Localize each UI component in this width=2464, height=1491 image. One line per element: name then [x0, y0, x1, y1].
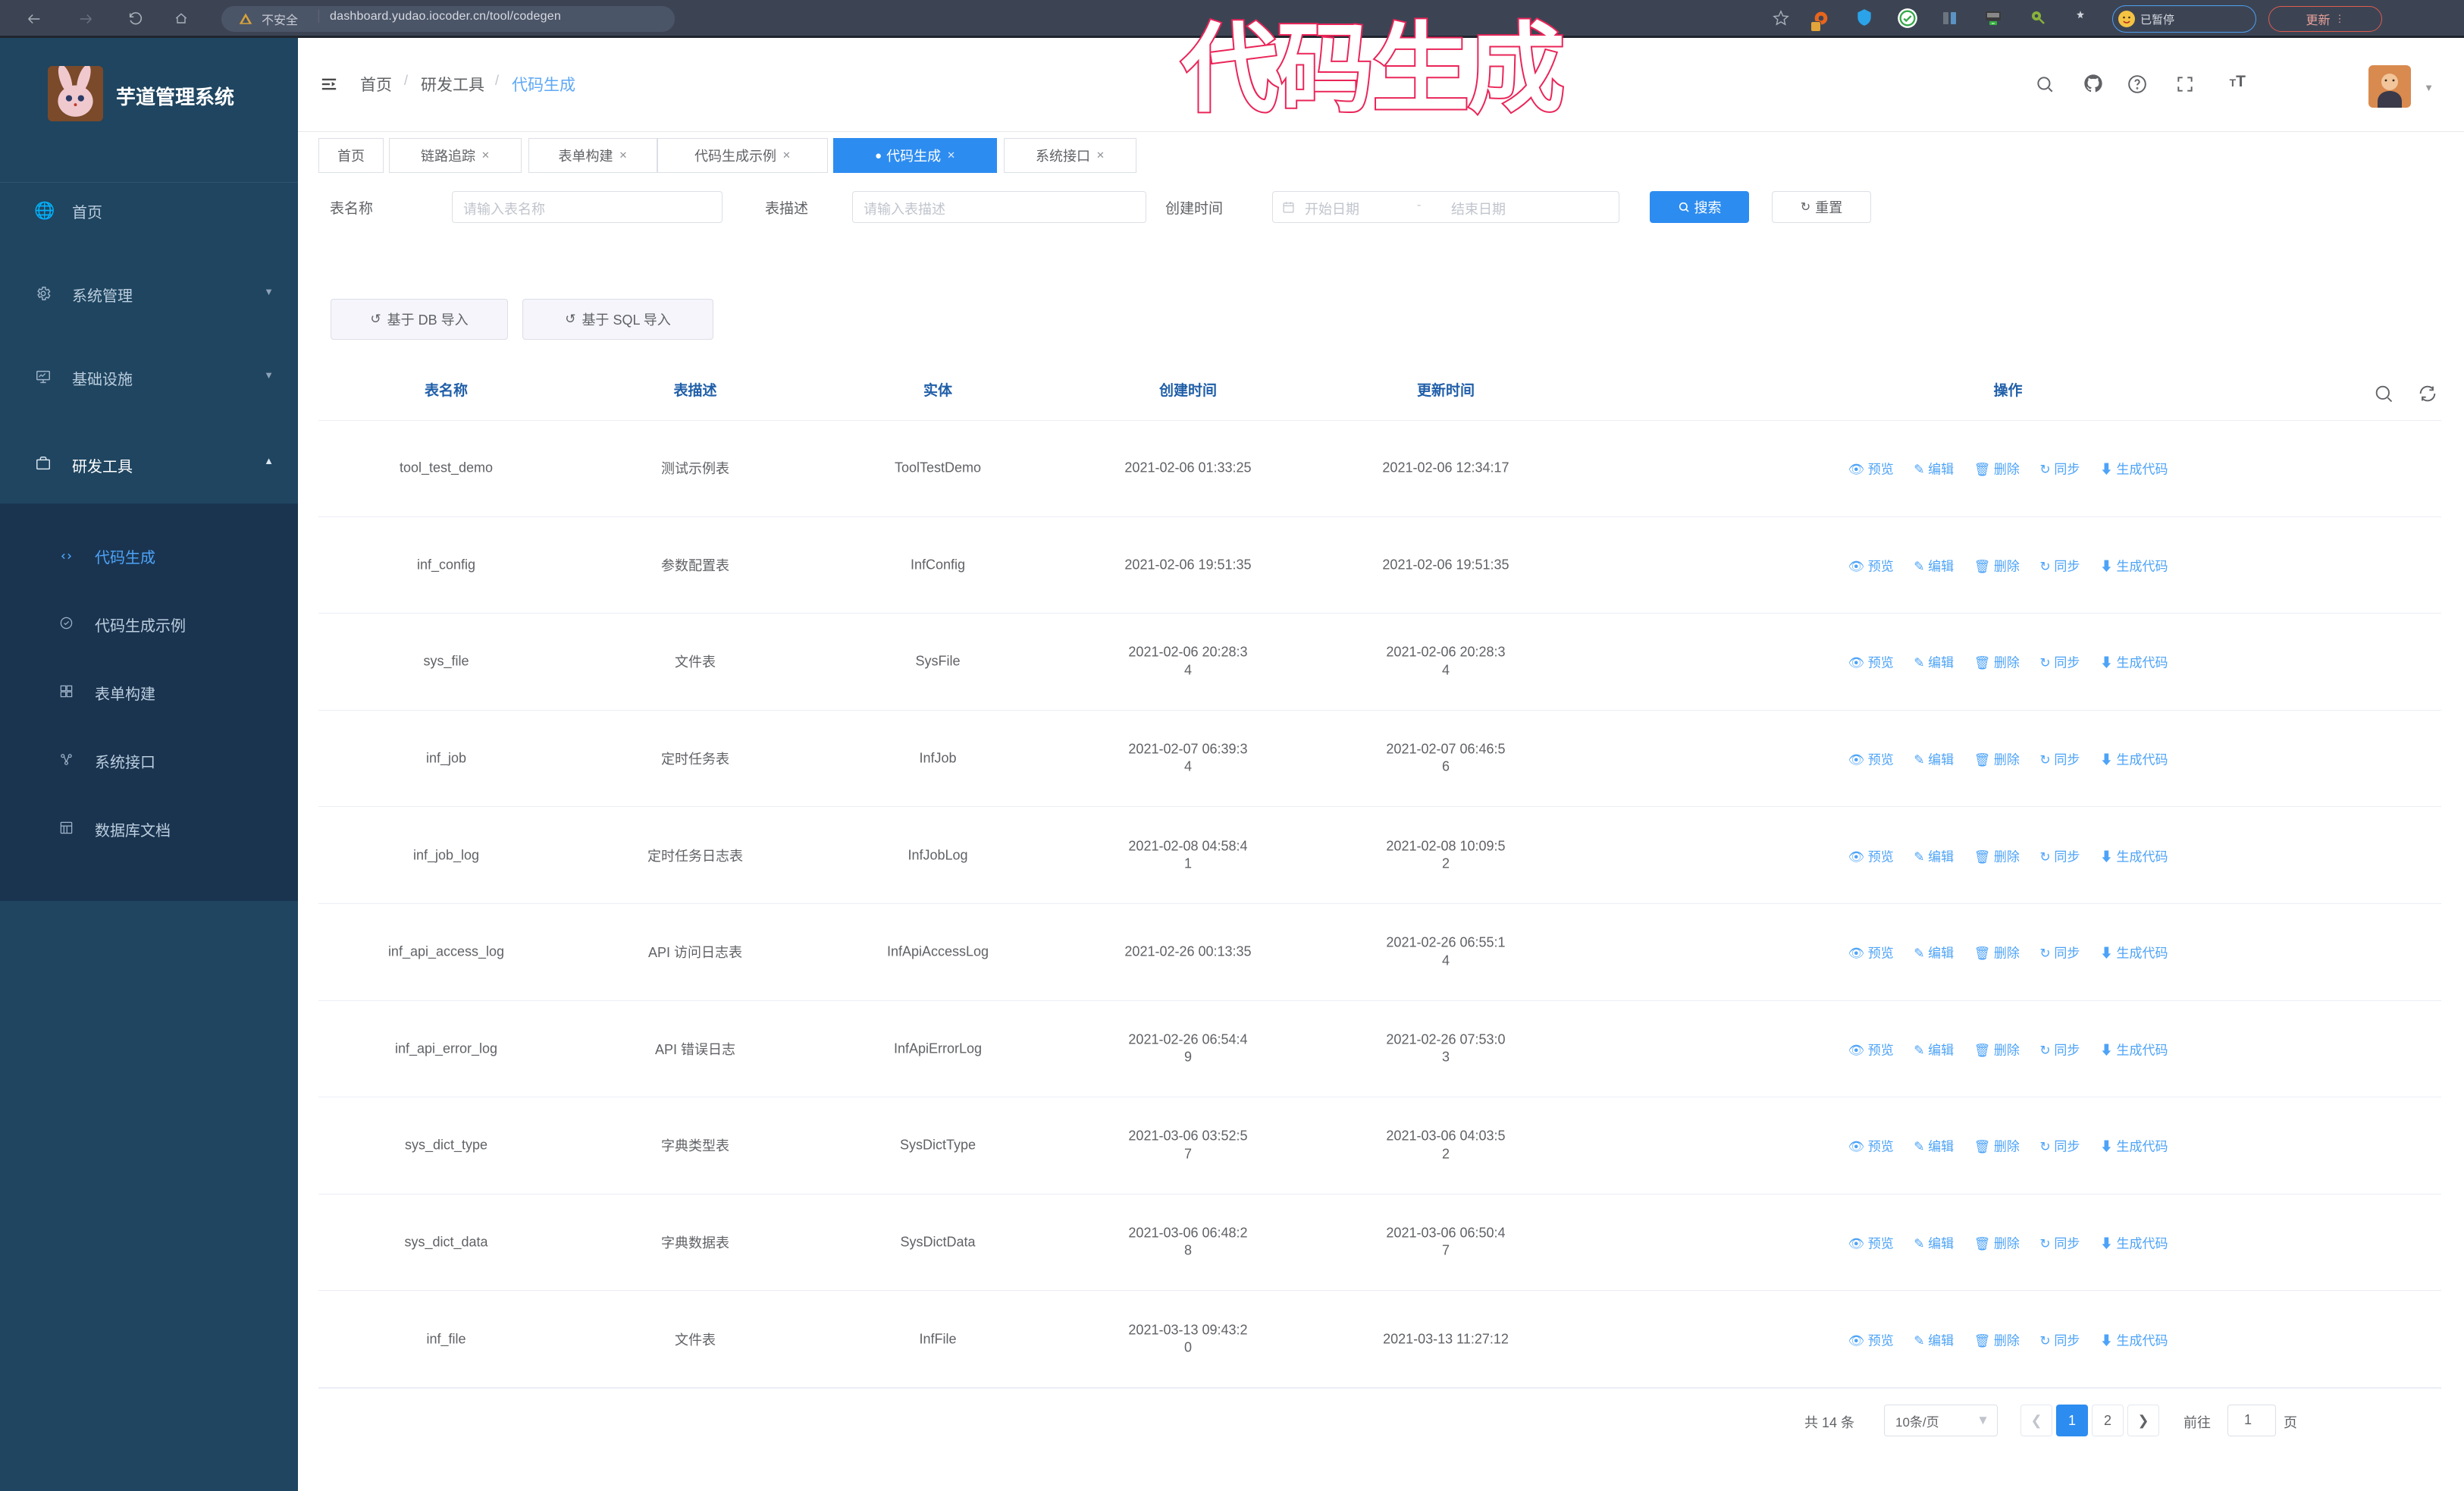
svg-text:代码生成: 代码生成 — [1180, 15, 1563, 124]
svg-text:an: an — [1992, 21, 1995, 25]
